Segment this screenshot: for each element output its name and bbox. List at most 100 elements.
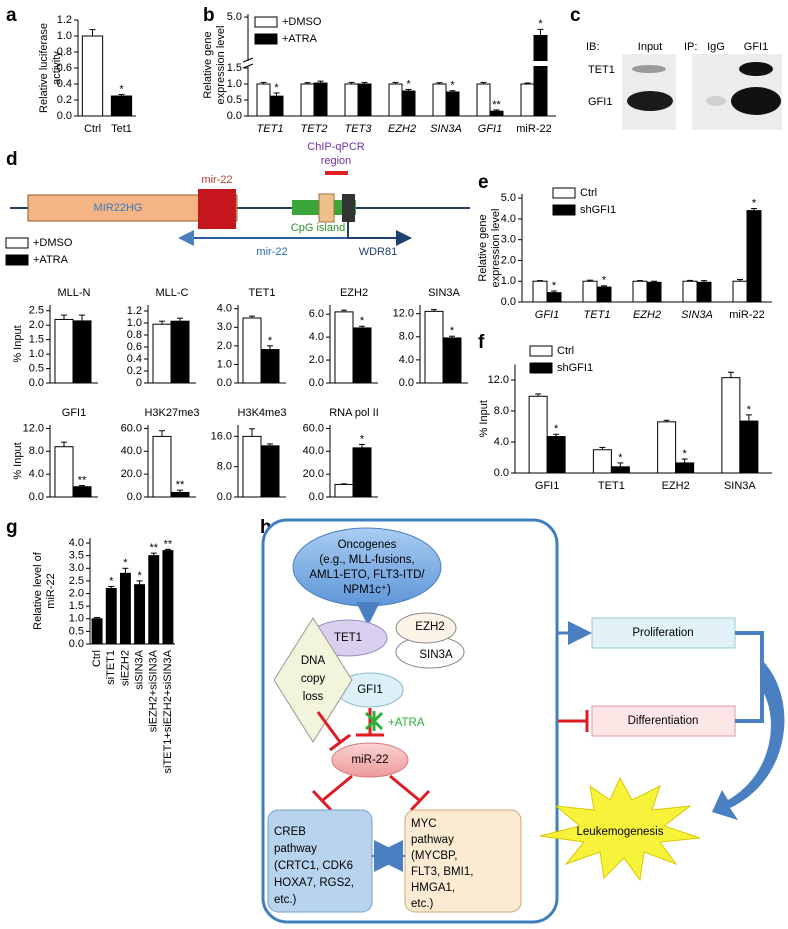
y-tick-label: 6.0 xyxy=(309,308,324,320)
bar xyxy=(152,435,172,498)
bar xyxy=(675,462,695,474)
node-label: CREB xyxy=(274,826,306,838)
x-tick-label: TET1 xyxy=(584,309,611,321)
bar xyxy=(401,90,416,117)
y-axis-label: Relative level of xyxy=(32,551,44,630)
significance-label: ** xyxy=(164,538,173,550)
inhibit xyxy=(409,789,431,812)
y-tick-label: 1.0 xyxy=(127,317,142,329)
bar xyxy=(54,446,74,498)
lane-label: Input xyxy=(638,41,662,53)
y-axis-label: Relative gene xyxy=(202,31,214,98)
significance-label: * xyxy=(538,18,543,30)
legend-label: Ctrl xyxy=(557,345,574,357)
bar xyxy=(91,618,103,645)
legend-label: shGFI1 xyxy=(557,362,593,374)
bar xyxy=(242,317,262,384)
row-label: GFI1 xyxy=(588,96,612,108)
x-tick-label: SIN3A xyxy=(681,309,713,321)
bar xyxy=(105,587,117,645)
bar xyxy=(72,486,92,498)
row-label: TET1 xyxy=(588,64,615,76)
significance-label: * xyxy=(552,280,557,292)
y-tick-label: 4.0 xyxy=(501,213,516,225)
significance-label: * xyxy=(360,315,365,327)
y-tick-label: 0.0 xyxy=(501,296,516,308)
node-label: Proliferation xyxy=(632,627,693,639)
node xyxy=(591,617,736,649)
bar xyxy=(657,421,677,474)
bar xyxy=(721,377,741,474)
y-tick-label: 1.0 xyxy=(57,30,72,42)
panel-title: RNA pol II xyxy=(329,407,379,419)
y-tick-label: 40.0 xyxy=(303,445,324,457)
y-tick-label: 40.0 xyxy=(121,445,142,457)
y-tick-label: 3.0 xyxy=(69,562,84,574)
panel-label: f xyxy=(478,332,485,353)
y-tick-label: 1.2 xyxy=(57,14,72,26)
y-tick-label: 1.0 xyxy=(69,613,84,625)
bar xyxy=(260,349,280,384)
region-label: ChIP-qPCR xyxy=(307,141,365,153)
bar xyxy=(260,445,280,498)
bar xyxy=(72,320,92,384)
x-tick-label: SIN3A xyxy=(430,123,462,135)
bracket xyxy=(735,631,764,723)
significance-label: * xyxy=(137,570,142,582)
significance-label: * xyxy=(109,575,114,587)
y-tick-label: 3.5 xyxy=(69,550,84,562)
y-axis-label: expression level xyxy=(490,209,502,288)
y-tick-label: 2.5 xyxy=(69,575,84,587)
y-tick-label: 4.0 xyxy=(399,354,414,366)
x-tick-label: EZH2 xyxy=(633,309,661,321)
legend-label: +ATRA xyxy=(282,33,318,45)
y-tick-label: 0.0 xyxy=(309,377,324,389)
bar xyxy=(81,35,104,117)
y-tick-label: 1.5 xyxy=(69,600,84,612)
significance-label: * xyxy=(268,335,273,347)
arrow xyxy=(712,660,785,820)
node-label: etc.) xyxy=(274,894,297,906)
node xyxy=(591,705,736,737)
y-tick-label: 60.0 xyxy=(121,422,142,434)
y-tick-label: 8.0 xyxy=(399,331,414,343)
bar xyxy=(489,110,504,117)
x-tick-label: siTET1+siEZH2+siSIN3A xyxy=(162,649,174,773)
bar xyxy=(445,91,460,117)
y-tick-label: 0.0 xyxy=(217,377,232,389)
y-tick-label: 20.0 xyxy=(121,468,142,480)
panel-title: GFI1 xyxy=(62,407,86,419)
node-label: Leukemogenesis xyxy=(577,826,664,838)
pathway-diagram: Oncogenes (e.g., MLL-fusions, AML1-ETO, … xyxy=(261,518,785,924)
node-label: etc.) xyxy=(411,898,434,910)
significance-label: * xyxy=(554,423,559,435)
bar xyxy=(352,447,372,498)
y-tick-label: 0.5 xyxy=(227,94,242,106)
y-tick-label: 0.0 xyxy=(69,638,84,650)
significance-label: * xyxy=(123,557,128,569)
y-tick-label: 2.0 xyxy=(501,254,516,266)
bar xyxy=(162,550,174,645)
x-tick-label: miR-22 xyxy=(729,309,764,321)
break-mark xyxy=(242,57,254,63)
significance-label: ** xyxy=(149,542,158,554)
band xyxy=(627,91,673,111)
x-tick-label: miR-22 xyxy=(516,123,551,135)
legend-swatch xyxy=(552,187,576,199)
lane-label: IgG xyxy=(707,41,725,53)
bar xyxy=(476,83,491,117)
y-tick-label: 1.0 xyxy=(227,78,242,90)
bar xyxy=(610,466,630,474)
significance-label: * xyxy=(406,78,411,90)
bar xyxy=(242,435,262,498)
significance-label: * xyxy=(360,433,365,445)
node-label: miR-22 xyxy=(351,754,388,766)
bar xyxy=(528,395,548,474)
y-tick-label: 4.0 xyxy=(309,331,324,343)
y-tick-label: 0.0 xyxy=(217,491,232,503)
legend-label: shGFI1 xyxy=(580,204,616,216)
y-tick-label: 4.0 xyxy=(494,436,509,448)
bar xyxy=(632,280,648,303)
bar xyxy=(170,491,190,498)
